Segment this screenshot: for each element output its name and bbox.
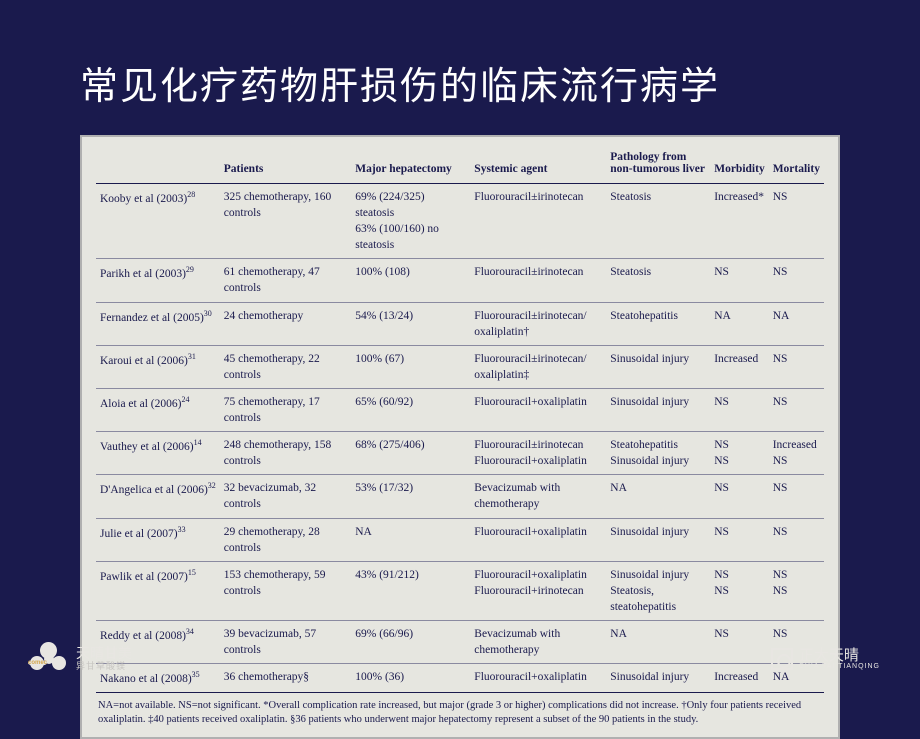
cell-study: Fernandez et al (2005)30	[96, 302, 220, 345]
table-row: Julie et al (2007)3329 chemotherapy, 28 …	[96, 518, 824, 561]
col-header: Patients	[220, 147, 351, 184]
cell-patients: 75 chemotherapy, 17 controls	[220, 388, 351, 431]
cell-morbidity: NA	[710, 302, 768, 345]
cell-morbidity: NS	[710, 518, 768, 561]
cell-hepatectomy: 68% (275/406)	[351, 432, 470, 475]
logo-right-text: 正大天晴 CHIA TAI TIANQING	[799, 648, 880, 670]
cell-mortality: NS	[769, 475, 824, 518]
cell-hepatectomy: 100% (108)	[351, 259, 470, 302]
cell-morbidity: Increased*	[710, 184, 768, 259]
cell-pathology: Sinusoidal injury	[606, 518, 710, 561]
table-row: Aloia et al (2006)2475 chemotherapy, 17 …	[96, 388, 824, 431]
cell-hepatectomy: NA	[351, 518, 470, 561]
table-row: Fernandez et al (2005)3024 chemotherapy …	[96, 302, 824, 345]
cell-agent: Fluorouracil±irinotecan	[470, 259, 606, 302]
table-row: Kooby et al (2003)28325 chemotherapy, 16…	[96, 184, 824, 259]
logo-left-sub: 异甘草酸镁	[76, 662, 132, 672]
table-header-row: Patients Major hepatectomy Systemic agen…	[96, 147, 824, 184]
cell-mortality: NA	[769, 302, 824, 345]
logo-right-sub: CHIA TAI TIANQING	[799, 663, 880, 670]
cell-study: Vauthey et al (2006)14	[96, 432, 220, 475]
cell-pathology: Sinusoidal injury	[606, 388, 710, 431]
cell-study: Pawlik et al (2007)15	[96, 561, 220, 620]
cell-mortality: NS	[769, 518, 824, 561]
cell-morbidity: NSNS	[710, 432, 768, 475]
slide: 常见化疗药物肝损伤的临床流行病学 Patients Major hepatect…	[0, 0, 920, 690]
cell-pathology: NA	[606, 475, 710, 518]
logo-left-main: 天晴甘美	[76, 645, 132, 661]
cell-pathology: Sinusoidal injurySteatosis, steatohepati…	[606, 561, 710, 620]
cell-study: Parikh et al (2003)29	[96, 259, 220, 302]
col-header: Systemic agent	[470, 147, 606, 184]
logo-right-main: 正大天晴	[799, 647, 859, 664]
col-header: Mortality	[769, 147, 824, 184]
logo-right: 正大天晴 CHIA TAI TIANQING	[771, 648, 880, 670]
cell-patients: 153 chemotherapy, 59 controls	[220, 561, 351, 620]
logo-left-text: 天晴甘美 异甘草酸镁	[76, 646, 132, 671]
cell-hepatectomy: 43% (91/212)	[351, 561, 470, 620]
table-row: D'Angelica et al (2006)3232 bevacizumab,…	[96, 475, 824, 518]
cell-mortality: NS	[769, 388, 824, 431]
cell-agent: Fluorouracil+oxaliplatin	[470, 518, 606, 561]
logo-left: comec 天晴甘美 异甘草酸镁	[30, 642, 132, 676]
table-row: Vauthey et al (2006)14248 chemotherapy, …	[96, 432, 824, 475]
footer: comec 天晴甘美 异甘草酸镁 正大天晴 CHIA TAI TIANQING	[0, 642, 920, 676]
cell-study: Karoui et al (2006)31	[96, 345, 220, 388]
cell-pathology: SteatohepatitisSinusoidal injury	[606, 432, 710, 475]
cell-agent: Fluorouracil±irinotecan/oxaliplatin†	[470, 302, 606, 345]
cell-hepatectomy: 65% (60/92)	[351, 388, 470, 431]
cell-agent: Fluorouracil±irinotecanFluorouracil+oxal…	[470, 432, 606, 475]
cell-morbidity: Increased	[710, 345, 768, 388]
cell-morbidity: NS	[710, 388, 768, 431]
cell-patients: 32 bevacizumab, 32 controls	[220, 475, 351, 518]
slide-title: 常见化疗药物肝损伤的临床流行病学	[0, 30, 920, 135]
square-icon	[771, 648, 793, 670]
table-row: Karoui et al (2006)3145 chemotherapy, 22…	[96, 345, 824, 388]
cell-mortality: NSNS	[769, 561, 824, 620]
blob-icon: comec	[30, 642, 70, 676]
cell-hepatectomy: 53% (17/32)	[351, 475, 470, 518]
cell-morbidity: NS	[710, 475, 768, 518]
col-header: Morbidity	[710, 147, 768, 184]
cell-morbidity: NS	[710, 259, 768, 302]
table-footnote: NA=not available. NS=not significant. *O…	[96, 693, 824, 729]
cell-study: D'Angelica et al (2006)32	[96, 475, 220, 518]
table-row: Pawlik et al (2007)15153 chemotherapy, 5…	[96, 561, 824, 620]
cell-agent: Fluorouracil+oxaliplatin	[470, 388, 606, 431]
cell-mortality: NS	[769, 184, 824, 259]
cell-patients: 24 chemotherapy	[220, 302, 351, 345]
col-header: Pathology from non-tumorous liver	[606, 147, 710, 184]
cell-pathology: Sinusoidal injury	[606, 345, 710, 388]
cell-agent: Bevacizumab with chemotherapy	[470, 475, 606, 518]
cell-hepatectomy: 69% (224/325) steatosis63% (100/160) no …	[351, 184, 470, 259]
cell-hepatectomy: 54% (13/24)	[351, 302, 470, 345]
cell-patients: 45 chemotherapy, 22 controls	[220, 345, 351, 388]
cell-study: Aloia et al (2006)24	[96, 388, 220, 431]
cell-pathology: Steatosis	[606, 259, 710, 302]
cell-agent: Fluorouracil±irinotecan/oxaliplatin‡	[470, 345, 606, 388]
chemo-liver-table: Patients Major hepatectomy Systemic agen…	[96, 147, 824, 693]
cell-agent: Fluorouracil+oxaliplatinFluorouracil+iri…	[470, 561, 606, 620]
blob-badge: comec	[28, 660, 47, 666]
cell-hepatectomy: 100% (67)	[351, 345, 470, 388]
cell-morbidity: NSNS	[710, 561, 768, 620]
cell-pathology: Steatohepatitis	[606, 302, 710, 345]
cell-mortality: IncreasedNS	[769, 432, 824, 475]
cell-study: Kooby et al (2003)28	[96, 184, 220, 259]
cell-mortality: NS	[769, 345, 824, 388]
col-header: Major hepatectomy	[351, 147, 470, 184]
cell-patients: 61 chemotherapy, 47 controls	[220, 259, 351, 302]
cell-patients: 29 chemotherapy, 28 controls	[220, 518, 351, 561]
cell-pathology: Steatosis	[606, 184, 710, 259]
cell-patients: 248 chemotherapy, 158 controls	[220, 432, 351, 475]
cell-agent: Fluorouracil±irinotecan	[470, 184, 606, 259]
cell-mortality: NS	[769, 259, 824, 302]
cell-study: Julie et al (2007)33	[96, 518, 220, 561]
col-header	[96, 147, 220, 184]
cell-patients: 325 chemotherapy, 160 controls	[220, 184, 351, 259]
table-row: Parikh et al (2003)2961 chemotherapy, 47…	[96, 259, 824, 302]
